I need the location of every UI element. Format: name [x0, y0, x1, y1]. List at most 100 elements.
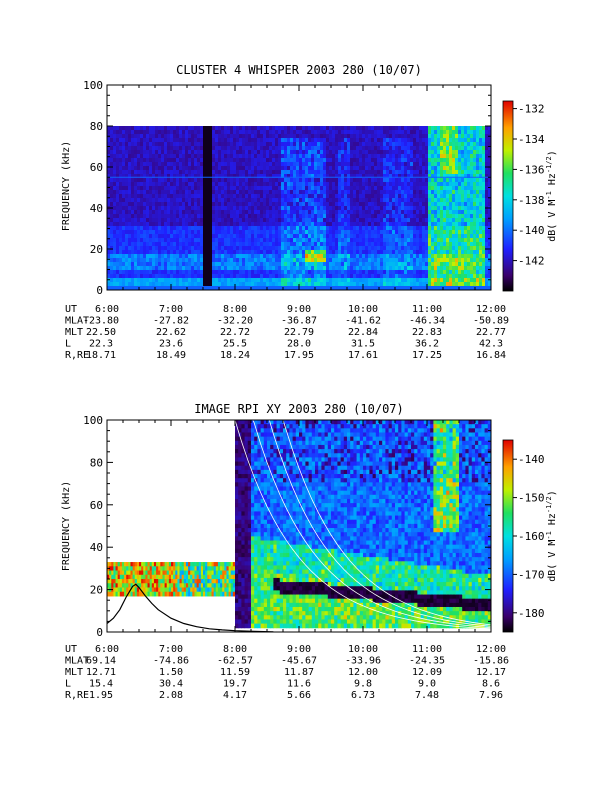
spectrogram-cell: [392, 246, 396, 251]
spectrogram-cell: [404, 222, 408, 227]
spectrogram-cell: [446, 198, 450, 203]
spectrogram-cell: [407, 130, 411, 135]
spectrogram-cell: [272, 134, 276, 139]
spectrogram-cell: [383, 258, 387, 263]
spectrogram-cell: [119, 234, 123, 239]
spectrogram-cell: [293, 166, 297, 171]
spectrogram-cell: [410, 126, 414, 131]
spectrogram-cell: [452, 222, 456, 227]
spectrogram-cell: [404, 142, 408, 147]
spectrogram-cell: [122, 274, 126, 279]
spectrogram-cell: [158, 238, 162, 243]
spectrogram-cell: [230, 238, 234, 243]
spectrogram-cell: [347, 166, 351, 171]
spectrogram-cell: [347, 154, 351, 159]
spectrogram-cell: [455, 182, 459, 187]
spectrogram-cell: [464, 214, 468, 219]
spectrogram-cell: [389, 206, 393, 211]
spectrogram-cell: [308, 258, 312, 263]
spectrogram-cell: [269, 146, 273, 151]
spectrogram-cell: [443, 270, 447, 275]
spectrogram-cell: [143, 126, 147, 131]
spectrogram-cell: [395, 234, 399, 239]
spectrogram-cell: [419, 270, 423, 275]
spectrogram-cell: [407, 282, 411, 287]
spectrogram-cell: [305, 130, 309, 135]
spectrogram-cell: [437, 254, 441, 259]
spectrogram-cell: [356, 238, 360, 243]
spectrogram-cell: [404, 246, 408, 251]
spectrogram-cell: [380, 174, 384, 179]
spectrogram-cell: [194, 162, 198, 167]
spectrogram-cell: [218, 226, 222, 231]
spectrogram-cell: [383, 178, 387, 183]
spectrogram-cell: [314, 270, 318, 275]
spectrogram-cell: [338, 242, 342, 247]
spectrogram-cell: [296, 194, 300, 199]
spectrogram-cell: [218, 266, 222, 271]
spectrogram-cell: [305, 234, 309, 239]
spectrogram-cell: [215, 202, 219, 207]
spectrogram-cell: [371, 178, 375, 183]
spectrogram-cell: [137, 270, 141, 275]
spectrogram-cell: [191, 230, 195, 235]
spectrogram-cell: [236, 210, 240, 215]
spectrogram-cell: [443, 146, 447, 151]
spectrogram-cell: [266, 206, 270, 211]
spectrogram-cell: [209, 202, 213, 207]
spectrogram-cell: [479, 154, 483, 159]
spectrogram-cell: [209, 194, 213, 199]
spectrogram-cell: [185, 274, 189, 279]
spectrogram-cell: [218, 138, 222, 143]
spectrogram-cell: [398, 222, 402, 227]
spectrogram-cell: [194, 186, 198, 191]
spectrogram-cell: [233, 226, 237, 231]
spectrogram-cell: [395, 130, 399, 135]
spectrogram-cell: [212, 162, 216, 167]
spectrogram-cell: [338, 246, 342, 251]
spectrogram-cell: [149, 278, 153, 283]
spectrogram-cell: [173, 258, 177, 263]
spectrogram-cell: [284, 166, 288, 171]
spectrogram-cell: [239, 138, 243, 143]
spectrogram-cell: [146, 150, 150, 155]
spectrogram-cell: [320, 266, 324, 271]
spectrogram-cell: [341, 250, 345, 255]
spectrogram-cell: [386, 134, 390, 139]
spectrogram-cell: [128, 190, 132, 195]
spectrogram-cell: [275, 234, 279, 239]
spectrogram-cell: [305, 170, 309, 175]
spectrogram-cell: [155, 230, 159, 235]
spectrogram-cell: [221, 150, 225, 155]
spectrogram-cell: [209, 166, 213, 171]
spectrogram-cell: [116, 154, 120, 159]
spectrogram-cell: [323, 222, 327, 227]
spectrogram-cell: [341, 162, 345, 167]
spectrogram-cell: [206, 242, 210, 247]
spectrogram-cell: [302, 230, 306, 235]
spectrogram-cell: [329, 146, 333, 151]
spectrogram-cell: [113, 218, 117, 223]
spectrogram-cell: [119, 126, 123, 131]
spectrogram-cell: [215, 266, 219, 271]
spectrogram-cell: [374, 126, 378, 131]
spectrogram-cell: [428, 134, 432, 139]
spectrogram-cell: [161, 242, 165, 247]
spectrogram-cell: [206, 126, 210, 131]
spectrogram-cell: [431, 162, 435, 167]
spectrogram-cell: [326, 278, 330, 283]
spectrogram-cell: [389, 174, 393, 179]
spectrogram-cell: [371, 162, 375, 167]
spectrogram-cell: [335, 138, 339, 143]
spectrogram-cell: [191, 254, 195, 259]
spectrogram-cell: [146, 278, 150, 283]
spectrogram-cell: [158, 190, 162, 195]
spectrogram-cell: [164, 178, 168, 183]
spectrogram-cell: [260, 206, 264, 211]
spectrogram-cell: [455, 162, 459, 167]
spectrogram-cell: [425, 258, 429, 263]
spectrogram-cell: [473, 170, 477, 175]
spectrogram-cell: [131, 178, 135, 183]
spectrogram-cell: [395, 214, 399, 219]
spectrogram-cell: [362, 262, 366, 267]
